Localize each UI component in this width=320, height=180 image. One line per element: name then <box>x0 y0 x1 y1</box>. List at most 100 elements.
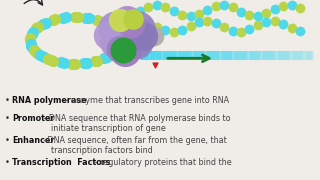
Point <box>37 53 42 56</box>
Point <box>171 30 176 33</box>
Point <box>188 25 193 28</box>
Point <box>281 22 286 25</box>
Point <box>222 26 227 29</box>
Point <box>86 17 92 20</box>
Point <box>39 55 44 57</box>
Point <box>103 22 108 25</box>
Point <box>28 37 33 39</box>
Point <box>84 16 89 19</box>
Point <box>61 16 66 19</box>
Point <box>116 45 121 48</box>
Point <box>53 18 58 21</box>
Point <box>281 5 286 8</box>
Point <box>163 29 168 32</box>
Point <box>123 50 128 52</box>
Point <box>272 20 277 23</box>
Point <box>106 33 111 36</box>
Point <box>196 12 202 15</box>
Point <box>34 51 39 54</box>
Text: Promoter: Promoter <box>12 114 54 123</box>
Text: •: • <box>5 158 10 167</box>
Point <box>255 14 260 17</box>
Text: – regulatory proteins that bind the: – regulatory proteins that bind the <box>91 158 232 167</box>
Point <box>114 41 119 44</box>
Point <box>133 41 139 44</box>
Point <box>247 28 252 31</box>
Point <box>264 21 269 23</box>
Point <box>111 26 116 29</box>
Point <box>128 23 133 26</box>
Point <box>196 21 202 24</box>
Point <box>138 20 143 23</box>
Point <box>289 26 294 29</box>
Point <box>95 59 100 62</box>
Point <box>28 38 33 41</box>
Point <box>116 32 121 35</box>
Text: •: • <box>5 96 10 105</box>
Point <box>97 19 102 22</box>
Point <box>264 12 269 15</box>
Point <box>70 62 75 65</box>
Point <box>84 61 89 64</box>
Point <box>104 55 109 58</box>
Point <box>117 35 122 38</box>
Point <box>112 28 117 31</box>
Point <box>205 8 210 11</box>
Point <box>272 8 277 11</box>
Point <box>238 30 244 33</box>
Point <box>146 21 151 24</box>
Point <box>117 39 123 42</box>
Point <box>75 15 80 18</box>
Point <box>154 4 159 7</box>
Text: Transcription  Factors: Transcription Factors <box>12 158 110 167</box>
Point <box>73 62 78 65</box>
Point <box>50 19 55 21</box>
Point <box>100 20 105 23</box>
Point <box>298 30 303 33</box>
Point <box>123 32 128 35</box>
Point <box>188 14 193 17</box>
Point <box>81 62 86 65</box>
Text: •: • <box>5 114 10 123</box>
Text: Enhancer: Enhancer <box>12 136 54 145</box>
Point <box>111 51 116 54</box>
Point <box>255 24 260 27</box>
Point <box>92 60 97 63</box>
Point <box>117 47 123 50</box>
Polygon shape <box>130 29 153 43</box>
Text: –DNA sequence, often far from the gene, that
    transcription factors bind: –DNA sequence, often far from the gene, … <box>41 136 227 155</box>
Text: RNA polymerase: RNA polymerase <box>12 96 87 105</box>
Point <box>289 4 294 7</box>
Point <box>102 57 107 59</box>
Point <box>36 26 41 28</box>
Point <box>222 4 227 7</box>
Point <box>140 35 146 37</box>
Point <box>61 61 67 64</box>
Point <box>131 18 136 21</box>
Point <box>180 13 185 16</box>
Point <box>43 21 48 24</box>
Point <box>134 27 140 30</box>
Point <box>230 6 235 9</box>
Point <box>64 16 69 19</box>
Point <box>30 31 35 34</box>
Point <box>108 24 113 27</box>
Point <box>151 35 156 37</box>
Point <box>48 58 53 61</box>
Point <box>42 56 47 59</box>
Text: – enzyme that transcribes gene into RNA: – enzyme that transcribes gene into RNA <box>62 96 229 105</box>
Point <box>146 5 151 8</box>
Point <box>298 7 303 10</box>
Point <box>112 26 117 29</box>
Point <box>238 10 244 13</box>
Point <box>171 10 176 12</box>
Point <box>213 5 218 8</box>
Point <box>72 15 77 18</box>
Point <box>29 32 34 35</box>
Point <box>59 61 64 64</box>
Point <box>124 20 130 23</box>
Point <box>116 33 121 36</box>
Point <box>120 48 125 51</box>
Point <box>117 41 122 44</box>
Point <box>213 22 218 25</box>
